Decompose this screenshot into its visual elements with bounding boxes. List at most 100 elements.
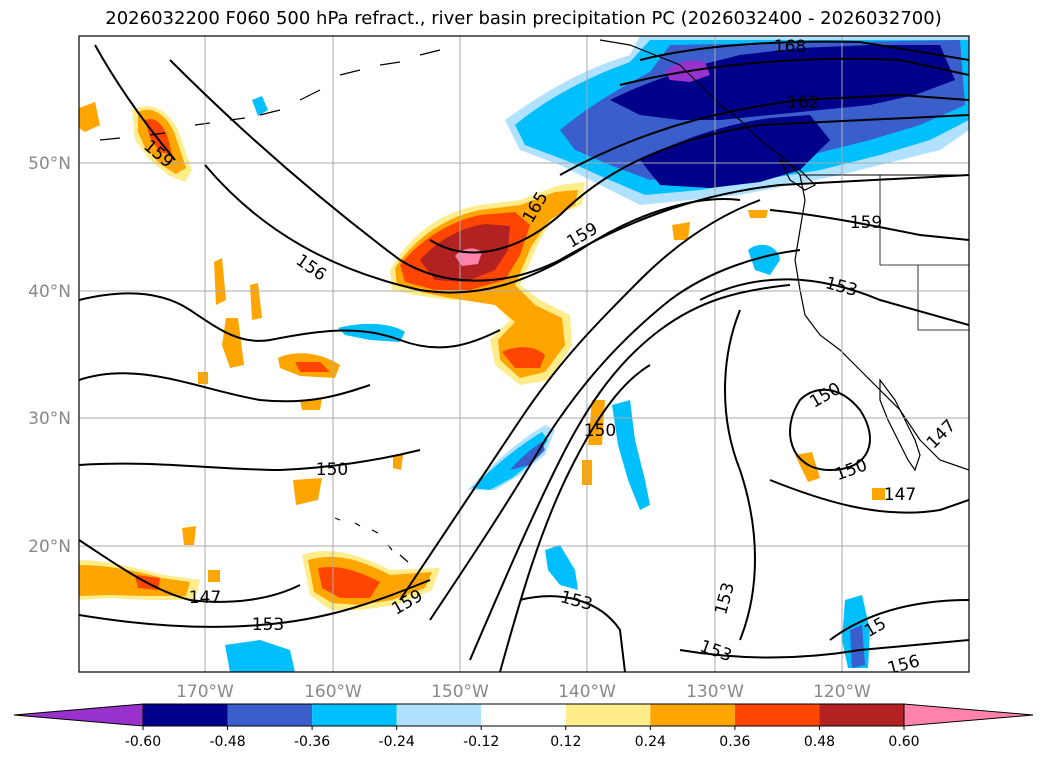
map-title: 2026032200 F060 500 hPa refract., river … bbox=[105, 8, 942, 29]
negative-strip-2 bbox=[545, 545, 578, 590]
colorbar-extend-high bbox=[903, 703, 1034, 727]
colorbar-swatch bbox=[481, 704, 566, 726]
contour-153-e bbox=[519, 595, 626, 672]
contour-153-c bbox=[79, 579, 431, 628]
colorbar-frame bbox=[142, 703, 905, 727]
positive-south-red bbox=[502, 347, 545, 368]
negative-trough-sw-mid bbox=[472, 432, 548, 490]
contours bbox=[79, 40, 969, 672]
latitude-labels: 50°N 40°N 30°N 20°N bbox=[28, 154, 71, 557]
negative-trough-sw-dark bbox=[510, 442, 545, 470]
contour-label: 147 bbox=[189, 588, 221, 608]
colorbar-swatch bbox=[227, 704, 313, 726]
colorbar-swatch bbox=[819, 704, 904, 726]
positive-small-1 bbox=[214, 258, 226, 305]
colorbar-tick-label: -0.48 bbox=[209, 734, 245, 750]
contour-trough-3 bbox=[469, 284, 791, 661]
contour-153-a bbox=[79, 292, 501, 349]
positive-small-8 bbox=[748, 210, 768, 218]
contour-label: 168 bbox=[774, 37, 806, 57]
contour-150-c bbox=[789, 388, 871, 472]
contour-label: 150 bbox=[316, 460, 348, 480]
colorbar-tick-label: 0.60 bbox=[888, 734, 919, 750]
negative-se-dark bbox=[850, 625, 865, 668]
contour-150-d bbox=[769, 479, 969, 514]
hawaii-islands bbox=[334, 517, 409, 563]
coastline-baja bbox=[879, 378, 921, 472]
contour-label: 162 bbox=[787, 93, 819, 113]
contour-159-c bbox=[769, 209, 969, 241]
positive-small-14 bbox=[293, 478, 322, 505]
contour-165 bbox=[429, 114, 969, 254]
colorbar-tick-label: 0.36 bbox=[719, 734, 750, 750]
lon-label-160w: 160°W bbox=[304, 682, 362, 702]
positive-far-sw-mid bbox=[79, 565, 190, 596]
colorbar-swatch bbox=[650, 704, 735, 726]
contour-trough-2 bbox=[429, 249, 801, 621]
colorbar-tick-label: -0.24 bbox=[379, 734, 415, 750]
negative-band-north-core bbox=[610, 45, 955, 120]
contour-label: 156 bbox=[885, 651, 922, 679]
lon-label-140w: 140°W bbox=[558, 682, 616, 702]
lat-label-20n: 20°N bbox=[28, 537, 71, 557]
colorbar-tick-label: -0.60 bbox=[125, 734, 161, 750]
contour-168 bbox=[639, 40, 969, 61]
contour-153-d bbox=[724, 309, 756, 641]
coastline-vancouver bbox=[778, 158, 817, 191]
colorbar-extend-low bbox=[13, 703, 144, 727]
longitude-labels: 170°W 160°W 150°W 140°W 130°W 120°W bbox=[176, 682, 871, 702]
positive-small-13 bbox=[393, 455, 403, 470]
contour-trough-1 bbox=[399, 199, 761, 601]
lon-label-170w: 170°W bbox=[176, 682, 234, 702]
colorbar-swatch bbox=[312, 704, 397, 726]
contour-156 bbox=[204, 164, 741, 294]
map-frame bbox=[78, 35, 970, 673]
lat-label-40n: 40°N bbox=[28, 282, 71, 302]
colorbar-tick-label: 0.12 bbox=[550, 734, 581, 750]
colorbar: -0.60 -0.48 -0.36 -0.24 -0.12 0.12 0.24 0.36 0.4… bbox=[13, 703, 1034, 750]
positive-small-15 bbox=[182, 526, 196, 545]
positive-far-nw bbox=[79, 102, 100, 132]
contour-153-b bbox=[699, 278, 969, 326]
positive-small-4r bbox=[295, 362, 330, 372]
positive-nw-red bbox=[145, 118, 172, 155]
colorbar-tick-label: 0.24 bbox=[635, 734, 666, 750]
contour-150-b bbox=[79, 449, 421, 472]
negative-small-e bbox=[748, 244, 780, 275]
contour-label: 153 bbox=[252, 615, 284, 635]
map-content: 168 162 165 159 159 156 153 150 150 150 … bbox=[79, 36, 969, 679]
lon-label-130w: 130°W bbox=[686, 682, 744, 702]
colorbar-tick-label: 0.48 bbox=[804, 734, 835, 750]
border-states bbox=[879, 175, 969, 331]
negative-small-nw bbox=[252, 96, 268, 116]
contour-162 bbox=[559, 93, 969, 176]
negative-strip-1 bbox=[612, 400, 650, 510]
colorbar-swatch bbox=[143, 704, 228, 726]
contour-label: 150 bbox=[584, 421, 616, 441]
contour-165-north bbox=[619, 57, 969, 86]
contour-label: 159 bbox=[850, 213, 882, 233]
lat-label-50n: 50°N bbox=[28, 154, 71, 174]
contour-153-se bbox=[679, 639, 969, 659]
negative-sw-corner bbox=[225, 640, 295, 672]
contour-147-a bbox=[79, 539, 301, 603]
coastlines bbox=[99, 39, 969, 563]
colorbar-swatch bbox=[734, 704, 820, 726]
contour-label: 147 bbox=[884, 485, 916, 505]
positive-small-6 bbox=[198, 372, 208, 384]
lat-label-30n: 30°N bbox=[28, 409, 71, 429]
contour-159-a bbox=[169, 59, 969, 282]
contour-150-a bbox=[79, 372, 371, 403]
gridlines bbox=[79, 36, 969, 672]
positive-small-12 bbox=[872, 488, 885, 500]
contour-159-b bbox=[94, 44, 176, 161]
positive-small-3 bbox=[222, 318, 244, 368]
positive-small-16 bbox=[208, 570, 220, 582]
positive-small-7 bbox=[672, 222, 690, 240]
lon-label-120w: 120°W bbox=[813, 682, 871, 702]
negative-band-core2 bbox=[640, 115, 830, 188]
lon-label-150w: 150°W bbox=[431, 682, 489, 702]
aleutians bbox=[99, 49, 441, 141]
colorbar-tick-label: -0.36 bbox=[294, 734, 330, 750]
contour-trough-4 bbox=[499, 364, 651, 672]
